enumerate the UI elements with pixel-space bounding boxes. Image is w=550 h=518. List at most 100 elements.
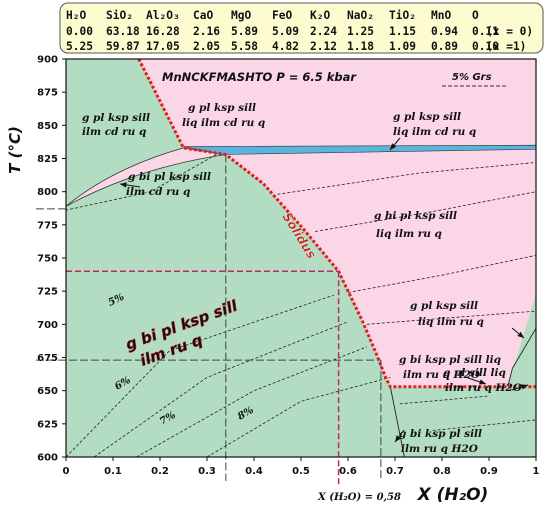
arrow-head bbox=[390, 143, 397, 150]
y-tick-label: 875 bbox=[37, 88, 58, 99]
field-boundary bbox=[389, 386, 405, 458]
table-cell: 1.18 bbox=[347, 40, 374, 53]
x-tick-label: 0.9 bbox=[480, 466, 498, 477]
table-cell: 0.89 bbox=[431, 40, 458, 53]
isopleth-line bbox=[136, 346, 367, 458]
x-tick-label: 0.3 bbox=[198, 466, 216, 477]
table-cell: 5.09 bbox=[272, 25, 299, 38]
table-cell: 5.25 bbox=[66, 40, 93, 53]
table-cell: 59.87 bbox=[106, 40, 140, 53]
field-label-line-1: g pl ksp sill bbox=[82, 112, 150, 124]
y-axis-label: T (°C) bbox=[6, 126, 24, 174]
isopleth-line bbox=[432, 419, 537, 431]
y-tick-label: 850 bbox=[37, 121, 58, 132]
isopleth-line bbox=[65, 154, 217, 211]
table-cell: 5.58 bbox=[231, 40, 258, 53]
table-header-cell: CaO bbox=[193, 9, 213, 22]
y-tick-label: 650 bbox=[37, 386, 58, 397]
arrow-head bbox=[479, 379, 486, 385]
table-header-cell: SiO₂ bbox=[106, 9, 133, 22]
y-tick-label: 725 bbox=[37, 287, 58, 298]
x-tick-label: 0.7 bbox=[386, 466, 404, 477]
y-tick-label: 775 bbox=[37, 220, 58, 231]
table-cell: 1.15 bbox=[389, 25, 416, 38]
y-tick-label: 700 bbox=[37, 320, 58, 331]
table-cell: 16.28 bbox=[146, 25, 180, 38]
y-tick-label: 675 bbox=[37, 353, 58, 364]
field-arrows bbox=[119, 137, 529, 443]
composition-table-rows: 0.00 63.18 16.28 2.16 5.89 5.09 2.24 1.25 1.15 0.… bbox=[66, 25, 533, 53]
field-label-line-1: g pl ksp sill bbox=[410, 300, 478, 312]
x-tick-label: 1 bbox=[533, 466, 540, 477]
legend: 5% Grs bbox=[442, 72, 506, 87]
field-label-line-1: g pl ksp sill bbox=[188, 102, 256, 114]
table-cell: 5.89 bbox=[231, 25, 258, 38]
field-label-line-2: liq ilm cd ru q bbox=[182, 117, 265, 129]
grossular-isopleths bbox=[65, 154, 537, 458]
table-header-cell: NaO₂ bbox=[347, 9, 374, 22]
y-tick-label: 750 bbox=[37, 254, 58, 265]
field-label-line-2: ilm ru q H2O bbox=[403, 369, 481, 381]
table-cell: 2.05 bbox=[193, 40, 220, 53]
field-label-line-1: g pl ksp sill bbox=[393, 111, 461, 123]
table-cell: 2.24 bbox=[310, 25, 337, 38]
table-header-cell: H₂O bbox=[66, 9, 86, 22]
x-tick-label: 0.4 bbox=[245, 466, 263, 477]
table-cell: 2.12 bbox=[310, 40, 337, 53]
field-label-line-2: ilm cd ru q bbox=[126, 186, 190, 198]
arrow-head bbox=[120, 182, 127, 188]
field-label-line-1: g bi pl ksp sill bbox=[374, 210, 457, 222]
table-row-label: (x = 0) bbox=[486, 25, 533, 38]
y-tick-label: 625 bbox=[37, 419, 58, 430]
table-cell: 17.05 bbox=[146, 40, 180, 53]
x-tick-label: 0.6 bbox=[339, 466, 357, 477]
arrow-head bbox=[517, 331, 524, 338]
arrow-head bbox=[521, 384, 528, 390]
table-header-cell: Al₂O₃ bbox=[146, 9, 180, 22]
y-tick-label: 800 bbox=[37, 187, 58, 198]
composition-table-header: H₂O SiO₂ Al₂O₃ CaO MgO FeO K₂O NaO₂ TiO₂ MnO O bbox=[66, 9, 479, 22]
composition-table: H₂O SiO₂ Al₂O₃ CaO MgO FeO K₂O NaO₂ TiO₂ MnO O 0.0… bbox=[59, 2, 544, 54]
field-boundary bbox=[512, 328, 537, 369]
liquid-field bbox=[138, 59, 537, 387]
table-header-cell: O bbox=[472, 9, 479, 22]
table-cell: 1.25 bbox=[347, 25, 374, 38]
field-label-line-2: ilm ru q H2O bbox=[401, 443, 479, 455]
isopleth-line bbox=[93, 321, 349, 458]
isopleth-line bbox=[277, 162, 537, 195]
field-labels: g pl ksp sill ilm cd ru q g pl ksp sill liq… bbox=[82, 102, 523, 455]
field-label-line-2: liq ilm ru q bbox=[418, 316, 484, 328]
table-cell: 0.10 bbox=[472, 40, 499, 53]
guide-lines bbox=[36, 154, 382, 485]
table-header-cell: MgO bbox=[231, 9, 251, 22]
isopleth-line bbox=[347, 254, 537, 293]
x-tick-label: 0 bbox=[63, 466, 70, 477]
y-tick-label: 600 bbox=[37, 453, 58, 464]
diagram-title: MnNCKFMASHTO P = 6.5 kbar bbox=[162, 70, 357, 84]
arrow-head bbox=[395, 435, 402, 442]
field-label-line-1: g pl sill liq bbox=[443, 367, 506, 379]
field-label-line-1: g bi pl ksp sill bbox=[128, 171, 211, 183]
field-label-line-2: ilm ru q H2O bbox=[445, 382, 523, 394]
table-cell: 1.09 bbox=[389, 40, 416, 53]
table-row-label: (x =1) bbox=[486, 40, 526, 53]
table-header-cell: K₂O bbox=[310, 9, 330, 22]
table-cell: 4.82 bbox=[272, 40, 299, 53]
legend-label: 5% Grs bbox=[452, 72, 492, 83]
table-cell: 0.00 bbox=[66, 25, 93, 38]
field-label-line-1: g bi ksp pl sill bbox=[399, 428, 482, 440]
table-cell: 0.11 bbox=[472, 25, 499, 38]
corner-subsolidus-field bbox=[507, 293, 536, 387]
table-header-cell: MnO bbox=[431, 9, 451, 22]
x-tick-label: 0.1 bbox=[104, 466, 122, 477]
field-boundaries bbox=[389, 328, 537, 458]
isopleth-line bbox=[206, 377, 391, 458]
y-tick-label: 900 bbox=[37, 55, 58, 66]
x-tick-label: 0.2 bbox=[151, 466, 169, 477]
table-cell: 2.16 bbox=[193, 25, 220, 38]
field-label-line-1: g bi ksp pl sill liq bbox=[399, 354, 501, 366]
solidus-line bbox=[137, 58, 536, 389]
table-cell: 0.94 bbox=[431, 25, 458, 38]
x-tick-label: 0.5 bbox=[292, 466, 310, 477]
table-header-cell: FeO bbox=[272, 9, 292, 22]
